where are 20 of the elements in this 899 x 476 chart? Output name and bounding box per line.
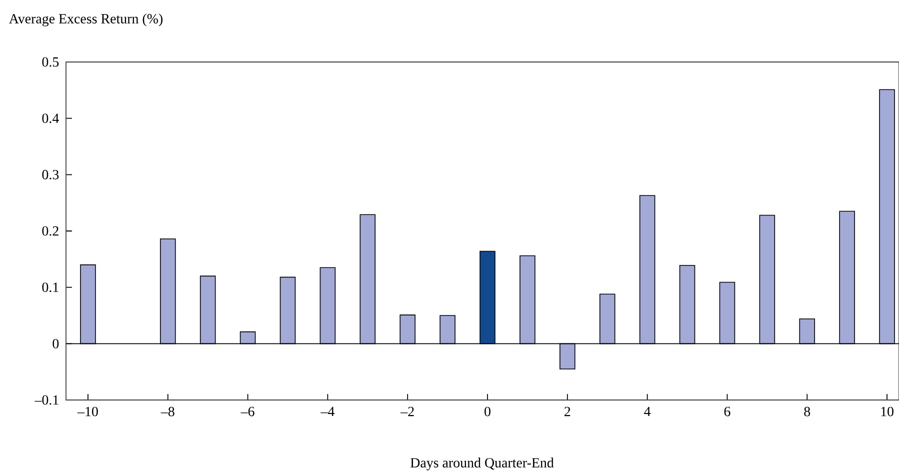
x-tick-label: –4 [320,406,334,416]
x-tick-label: –8 [160,406,174,416]
x-tick-label: –10 [77,406,98,416]
y-tick-label: 0.4 [42,114,59,124]
x-tick-label: 2 [564,406,570,416]
x-tick-label: 4 [644,406,651,416]
y-axis-title: Average Excess Return (%) [8,14,162,26]
y-tick-label: 0.3 [42,170,59,180]
x-tick-label: 0 [484,406,490,416]
x-tick-label: –2 [400,406,414,416]
x-tick-label: 8 [804,406,810,416]
x-tick-label: 10 [881,406,894,416]
y-tick-label: 0.1 [42,282,58,292]
y-tick-label: –0.1 [34,395,58,405]
y-tick-label: 0.2 [42,226,58,236]
x-tick-label: –6 [240,406,254,416]
x-tick-label: 6 [724,406,730,416]
x-axis-title: Days around Quarter-End [410,458,554,470]
y-tick-label: 0.5 [42,57,59,67]
y-tick-label: 0 [52,338,59,348]
